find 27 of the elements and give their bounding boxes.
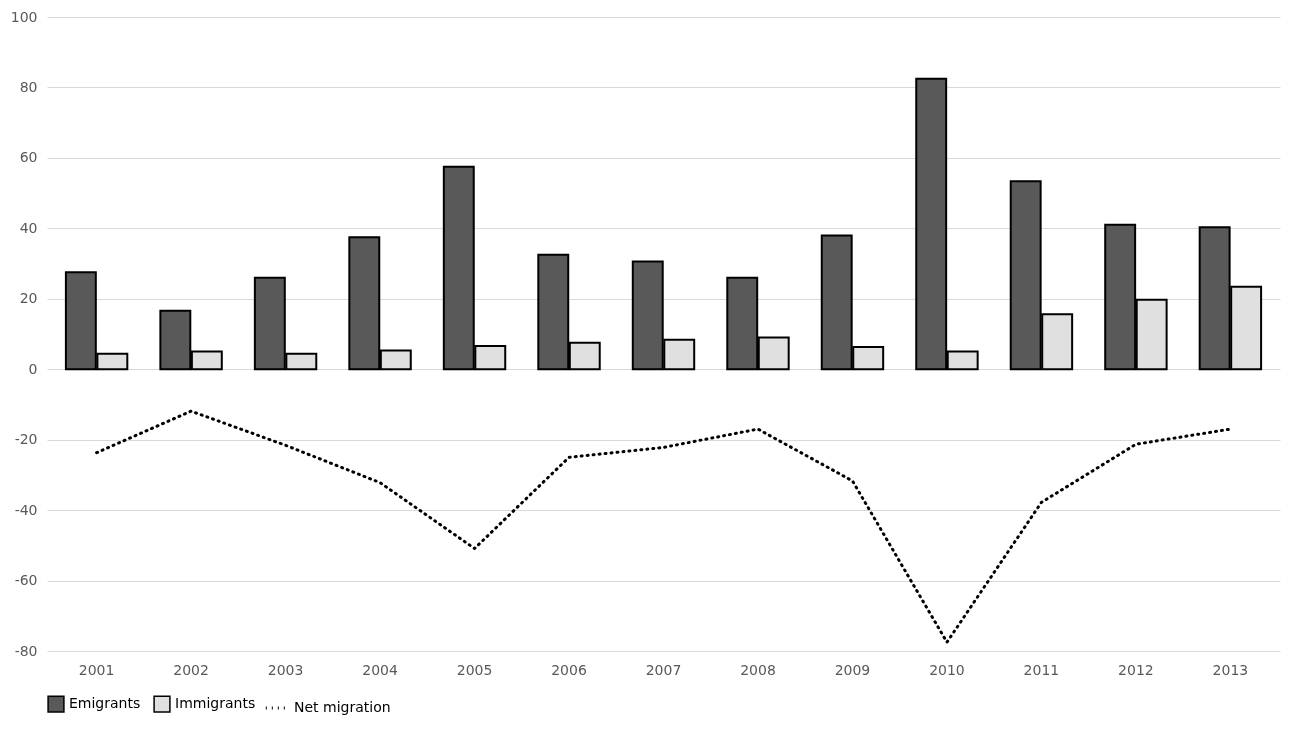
x-tick-label: 2001	[78, 661, 115, 678]
y-tick-label: 80	[19, 78, 38, 95]
legend-label: Net migration	[294, 699, 391, 715]
legend-label: Emigrants	[69, 695, 141, 712]
y-tick-label: 100	[10, 8, 38, 25]
x-tick-label: 2002	[173, 661, 209, 678]
x-tick-label: 2006	[551, 661, 587, 678]
y-tick-label: -40	[14, 501, 38, 518]
y-tick-label: -20	[14, 431, 38, 448]
y-tick-label: 60	[19, 149, 38, 166]
y-tick-label: 20	[19, 290, 38, 307]
x-tick-label: 2008	[740, 661, 776, 678]
y-tick-label: 40	[19, 219, 38, 236]
line-series	[95, 409, 1232, 644]
y-tick-label: -80	[14, 642, 38, 659]
legend-label: Immigrants	[175, 695, 256, 712]
y-tick-label: -60	[14, 572, 38, 589]
x-tick-label: 2012	[1118, 661, 1154, 678]
x-tick-label: 2007	[645, 661, 682, 678]
x-tick-label: 2005	[456, 661, 493, 678]
x-tick-label: 2011	[1023, 661, 1060, 678]
x-tick-label: 2004	[362, 661, 398, 678]
x-tick-label: 2010	[929, 661, 965, 678]
x-tick-label: 2013	[1212, 661, 1249, 678]
y-tick-label: 0	[28, 360, 38, 377]
x-tick-label: 2009	[834, 661, 871, 678]
x-tick-label: 2003	[267, 661, 304, 678]
